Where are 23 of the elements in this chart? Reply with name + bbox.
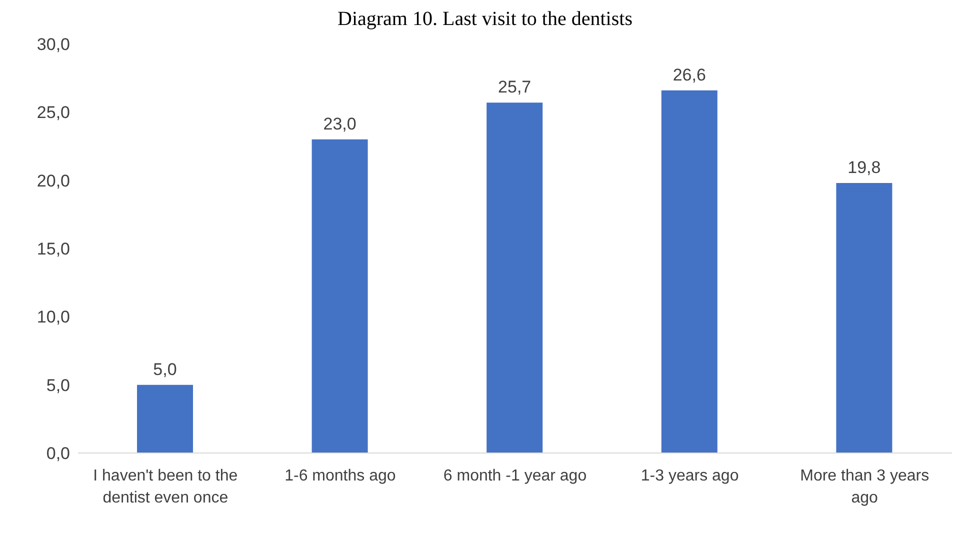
data-label: 5,0 — [153, 360, 177, 379]
x-tick-label: 1-3 years ago — [640, 467, 739, 484]
y-tick-label: 5,0 — [46, 376, 70, 395]
data-label: 23,0 — [323, 114, 356, 134]
bar — [312, 139, 368, 453]
y-tick-label: 30,0 — [36, 35, 70, 54]
y-tick-label: 0,0 — [46, 444, 70, 464]
x-tick-label: I haven't been to the dentist even once — [93, 467, 238, 506]
x-tick-label: 1-6 months ago — [284, 467, 396, 484]
y-tick-label: 10,0 — [36, 308, 70, 327]
y-tick-label: 15,0 — [36, 240, 70, 259]
bar — [661, 90, 718, 453]
x-tick-label: More than 3 years ago — [800, 467, 930, 506]
chart-title: Diagram 10. Last visit to the dentists — [336, 8, 634, 32]
x-tick-label: 6 month -1 year ago — [443, 467, 587, 484]
bar — [836, 183, 892, 453]
data-label: 26,6 — [672, 65, 706, 84]
bar — [486, 102, 543, 453]
y-tick-label: 20,0 — [36, 171, 70, 190]
y-tick-label: 25,0 — [36, 103, 70, 122]
bar — [137, 384, 193, 453]
data-label: 19,8 — [848, 158, 881, 178]
data-label: 25,7 — [498, 78, 532, 97]
